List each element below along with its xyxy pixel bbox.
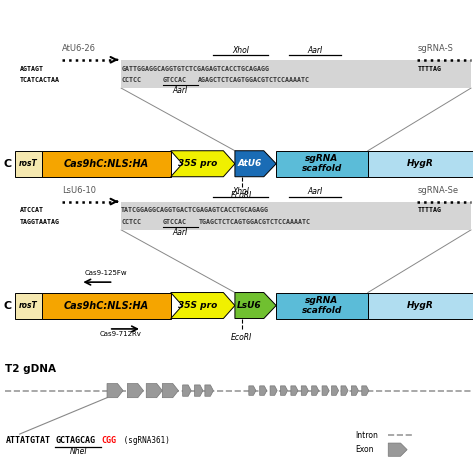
- Text: XhoI: XhoI: [232, 46, 249, 55]
- Polygon shape: [162, 383, 178, 398]
- Text: AGTAGT: AGTAGT: [19, 65, 44, 72]
- Text: CGG: CGG: [101, 436, 116, 445]
- Text: AarI: AarI: [173, 86, 188, 95]
- Text: rosT: rosT: [19, 301, 38, 310]
- Text: GATTGGAGGCAGGTGTCTCGAGAGTCACCTGCAGAGG: GATTGGAGGCAGGTGTCTCGAGAGTCACCTGCAGAGG: [121, 65, 269, 72]
- Text: 35S pro: 35S pro: [178, 159, 217, 168]
- Text: AtU6: AtU6: [237, 159, 262, 168]
- Polygon shape: [291, 386, 298, 395]
- Text: sgRNA-Se: sgRNA-Se: [418, 186, 459, 195]
- Polygon shape: [235, 292, 276, 319]
- Text: NheI: NheI: [69, 447, 87, 456]
- Text: 35S pro: 35S pro: [178, 301, 217, 310]
- Bar: [15, 292, 42, 319]
- Text: TCATCACTAA: TCATCACTAA: [19, 77, 60, 83]
- Text: TTTTAG: TTTTAG: [418, 208, 442, 213]
- Text: TTTTAG: TTTTAG: [418, 65, 442, 72]
- Polygon shape: [362, 386, 369, 395]
- Bar: [121, 60, 471, 88]
- Text: (sgRNA361): (sgRNA361): [119, 436, 170, 445]
- Text: Cas9-125Fw: Cas9-125Fw: [85, 270, 128, 275]
- Text: sgRNA
scaffold: sgRNA scaffold: [302, 154, 342, 173]
- Text: TGAGCTCTCAGTGGACGTCTCCAAAATC: TGAGCTCTCAGTGGACGTCTCCAAAATC: [198, 219, 310, 225]
- Bar: [121, 201, 471, 230]
- Polygon shape: [171, 292, 235, 319]
- Bar: [368, 292, 474, 319]
- Text: Cas9hC:NLS:HA: Cas9hC:NLS:HA: [64, 301, 149, 310]
- Polygon shape: [301, 386, 309, 395]
- Bar: [276, 292, 368, 319]
- Text: ATCCAT: ATCCAT: [19, 208, 44, 213]
- Bar: [42, 292, 171, 319]
- Polygon shape: [351, 386, 358, 395]
- Polygon shape: [128, 383, 144, 398]
- Polygon shape: [260, 386, 267, 395]
- Text: LsU6: LsU6: [237, 301, 262, 310]
- Polygon shape: [107, 383, 123, 398]
- Polygon shape: [388, 443, 407, 456]
- Bar: [42, 151, 171, 177]
- Polygon shape: [205, 385, 213, 396]
- Text: EcoRI: EcoRI: [231, 333, 253, 342]
- Text: AarI: AarI: [173, 228, 188, 237]
- Polygon shape: [235, 151, 276, 177]
- Polygon shape: [322, 386, 329, 395]
- Text: XhoI: XhoI: [232, 187, 249, 196]
- Text: Exon: Exon: [355, 445, 374, 454]
- Text: AarI: AarI: [307, 46, 323, 55]
- Text: sgRNA
scaffold: sgRNA scaffold: [302, 296, 342, 315]
- Polygon shape: [331, 386, 338, 395]
- Bar: [15, 151, 42, 177]
- Text: sgRNA-S: sgRNA-S: [418, 44, 454, 53]
- Text: GTCCAC: GTCCAC: [163, 219, 187, 225]
- Text: CCTCC: CCTCC: [121, 77, 141, 83]
- Text: HygR: HygR: [407, 159, 434, 168]
- Bar: [368, 151, 474, 177]
- Polygon shape: [281, 386, 288, 395]
- Text: EcoRI: EcoRI: [231, 191, 253, 200]
- Bar: [276, 151, 368, 177]
- Text: AarI: AarI: [307, 187, 323, 196]
- Text: AGAGCTCTCAGTGGACGTCTCCAAAATC: AGAGCTCTCAGTGGACGTCTCCAAAATC: [198, 77, 310, 83]
- Text: ATTATGTAT: ATTATGTAT: [5, 436, 50, 445]
- Polygon shape: [171, 151, 235, 177]
- Polygon shape: [270, 386, 277, 395]
- Polygon shape: [312, 386, 319, 395]
- Text: Cas9-712Rv: Cas9-712Rv: [100, 331, 142, 337]
- Polygon shape: [341, 386, 348, 395]
- Polygon shape: [249, 386, 256, 395]
- Text: C: C: [3, 159, 11, 169]
- Text: GTCCAC: GTCCAC: [163, 77, 187, 83]
- Text: HygR: HygR: [407, 301, 434, 310]
- Text: LsU6-10: LsU6-10: [62, 186, 96, 195]
- Text: C: C: [3, 301, 11, 310]
- Text: CCTCC: CCTCC: [121, 219, 141, 225]
- Text: GCTAGCAG: GCTAGCAG: [55, 436, 95, 445]
- Text: T2 gDNA: T2 gDNA: [5, 365, 56, 374]
- Text: AtU6-26: AtU6-26: [62, 44, 96, 53]
- Polygon shape: [194, 385, 203, 396]
- Text: rosT: rosT: [19, 159, 38, 168]
- Text: Cas9hC:NLS:HA: Cas9hC:NLS:HA: [64, 159, 149, 169]
- Text: TAGGTAATAG: TAGGTAATAG: [19, 219, 60, 225]
- Polygon shape: [182, 385, 191, 396]
- Text: Intron: Intron: [355, 431, 378, 440]
- Text: TATCGGAGGCAGGTGACTCGAGAGTCACCTGCAGAGG: TATCGGAGGCAGGTGACTCGAGAGTCACCTGCAGAGG: [121, 208, 269, 213]
- Polygon shape: [146, 383, 162, 398]
